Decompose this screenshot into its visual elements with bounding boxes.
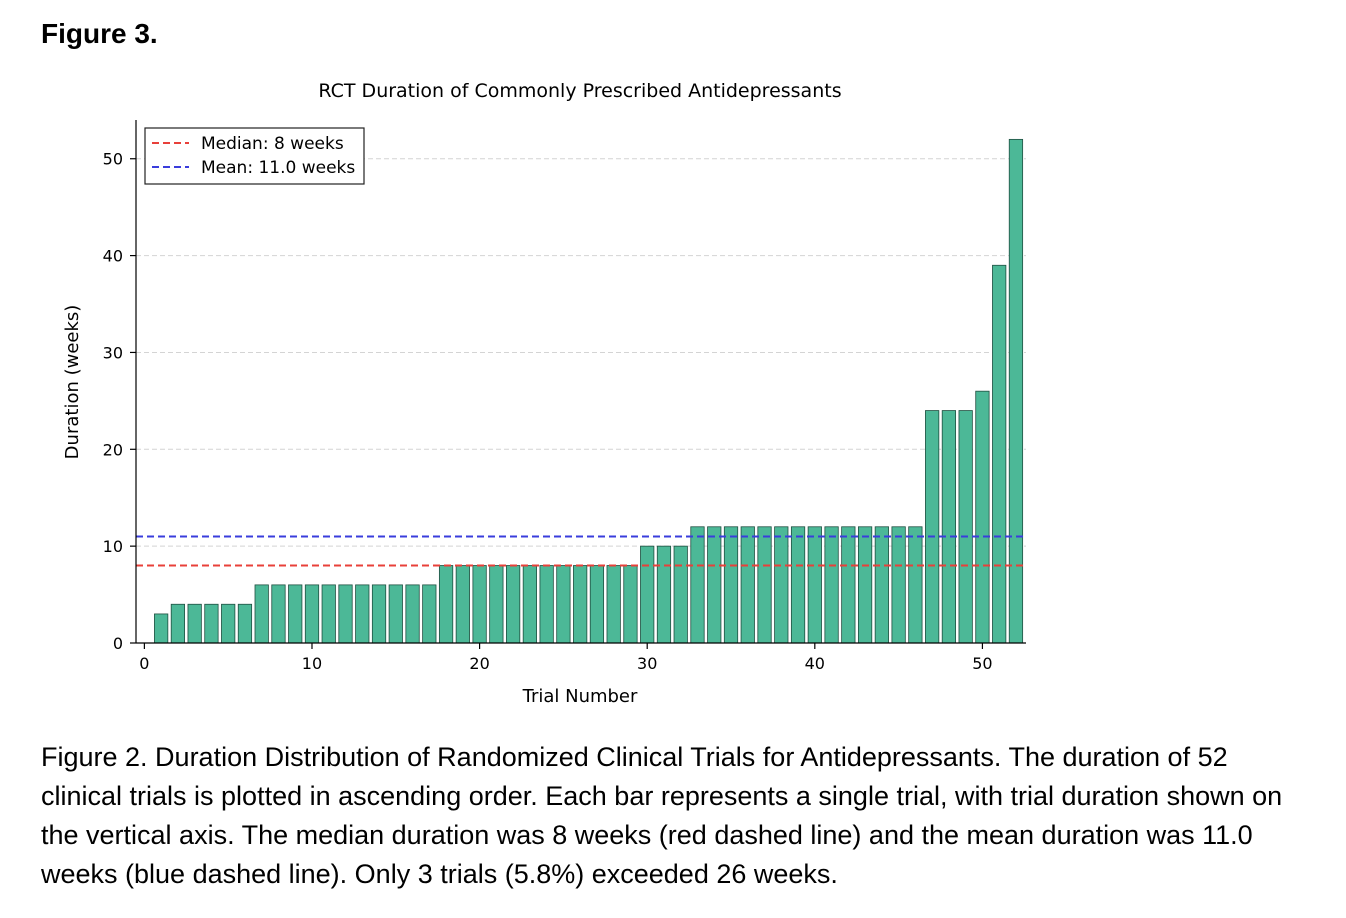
bar <box>506 565 521 644</box>
bar <box>975 390 990 644</box>
bar <box>204 603 219 644</box>
bar <box>472 565 487 644</box>
bar <box>170 603 186 644</box>
bar-chart: RCT Duration of Commonly Prescribed Anti… <box>62 80 1026 707</box>
y-tick-label: 30 <box>103 343 123 362</box>
x-tick-label: 30 <box>637 654 657 673</box>
bar <box>623 565 638 644</box>
axes <box>135 120 1026 644</box>
legend: Median: 8 weeks Mean: 11.0 weeks <box>144 127 365 185</box>
bar <box>271 584 286 644</box>
bar <box>489 565 504 644</box>
bar <box>254 584 269 644</box>
bar <box>539 565 554 644</box>
bar <box>891 526 906 644</box>
y-tick-label: 50 <box>103 150 123 169</box>
bar <box>992 264 1007 644</box>
bar <box>790 526 806 644</box>
bar <box>237 603 253 644</box>
bar <box>690 526 705 644</box>
y-tick-label: 40 <box>103 247 123 266</box>
y-tick-label: 0 <box>113 634 123 653</box>
bar <box>857 526 873 644</box>
bar <box>522 565 537 644</box>
x-tick-label: 50 <box>972 654 992 673</box>
bar <box>656 545 672 644</box>
bar <box>556 565 571 644</box>
bar <box>154 613 169 644</box>
bar <box>338 584 353 644</box>
bar <box>606 565 621 644</box>
legend-mean-label: Mean: 11.0 weeks <box>201 158 355 178</box>
figure-caption: Figure 2. Duration Distribution of Rando… <box>41 742 1283 889</box>
bar <box>958 410 973 644</box>
bar <box>1008 138 1024 644</box>
bar <box>807 526 822 644</box>
legend-frame <box>144 127 365 185</box>
x-tick-label: 0 <box>139 654 149 673</box>
x-tick-label: 10 <box>302 654 322 673</box>
x-tick-label: 20 <box>469 654 489 673</box>
y-tick-label: 10 <box>103 537 123 556</box>
bar <box>757 526 772 644</box>
bar <box>288 584 303 644</box>
bar <box>304 584 320 644</box>
reference-lines <box>136 535 1026 567</box>
bar <box>589 565 605 644</box>
bar <box>740 526 755 644</box>
bar <box>707 526 722 644</box>
bar <box>941 410 957 644</box>
bar <box>455 565 470 644</box>
bar <box>321 584 336 644</box>
bar <box>841 526 856 644</box>
figure-label: Figure 3. <box>41 18 158 49</box>
legend-median-label: Median: 8 weeks <box>201 134 344 154</box>
bar <box>405 584 420 644</box>
bar <box>908 526 923 644</box>
x-axis-label: Trial Number <box>522 686 638 707</box>
bar <box>673 545 688 644</box>
y-axis-label: Duration (weeks) <box>62 305 83 460</box>
bar <box>221 603 236 644</box>
bar <box>438 565 454 644</box>
bar <box>388 584 403 644</box>
bar <box>573 565 588 644</box>
y-tick-label: 20 <box>103 440 123 459</box>
bar <box>355 584 370 644</box>
chart-title: RCT Duration of Commonly Prescribed Anti… <box>318 80 841 102</box>
bar <box>774 526 789 644</box>
bar <box>640 545 655 644</box>
bar <box>371 584 387 644</box>
gridlines <box>136 158 1026 547</box>
bar <box>925 410 940 644</box>
bar <box>723 526 739 644</box>
bar <box>824 526 839 644</box>
bars <box>154 138 1024 644</box>
x-tick-label: 40 <box>805 654 825 673</box>
bar <box>874 526 889 644</box>
bar <box>187 603 202 644</box>
ticks: 0 10 20 30 40 50 0 10 20 30 40 50 <box>103 150 993 673</box>
bar <box>422 584 437 644</box>
